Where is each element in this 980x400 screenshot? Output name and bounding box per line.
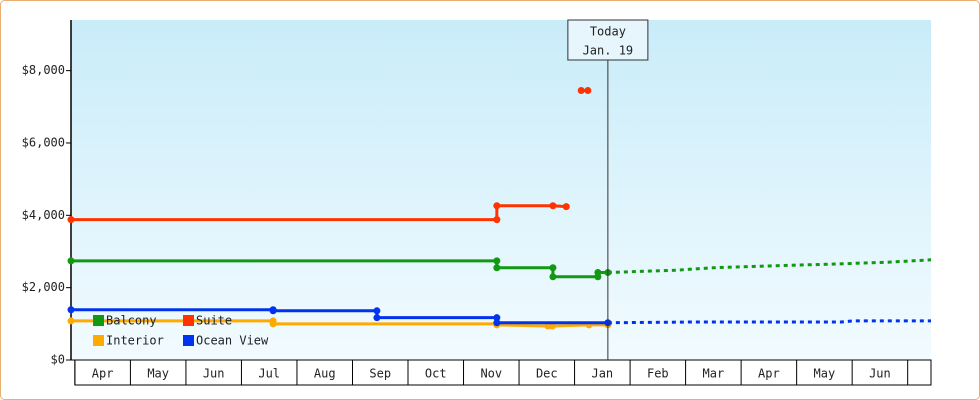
data-point bbox=[67, 216, 75, 224]
legend-label: Interior bbox=[106, 334, 164, 348]
data-point bbox=[577, 87, 585, 95]
y-tick-label: $8,000 bbox=[22, 63, 65, 77]
x-tick-label: May bbox=[147, 367, 169, 381]
legend-swatch bbox=[183, 335, 194, 346]
today-label: Jan. 19 bbox=[583, 44, 634, 58]
x-tick-label: Jul bbox=[258, 367, 280, 381]
data-point bbox=[493, 216, 501, 224]
data-point bbox=[373, 314, 381, 322]
y-tick-label: $2,000 bbox=[22, 280, 65, 294]
legend-label: Balcony bbox=[106, 314, 157, 328]
legend-swatch bbox=[183, 315, 194, 326]
data-point bbox=[594, 268, 602, 276]
projection-line bbox=[607, 258, 932, 274]
legend-label: Suite bbox=[196, 314, 232, 328]
x-tick-label: Dec bbox=[536, 367, 558, 381]
x-tick-label: Feb bbox=[647, 367, 669, 381]
legend-label: Ocean View bbox=[196, 334, 269, 348]
data-point bbox=[269, 307, 277, 315]
x-tick-label: Apr bbox=[758, 367, 780, 381]
x-tick-label: Sep bbox=[369, 367, 391, 381]
x-axis-band bbox=[74, 359, 932, 386]
x-tick-label: Oct bbox=[425, 367, 447, 381]
x-tick-label: Jun bbox=[869, 367, 891, 381]
data-point bbox=[493, 202, 501, 210]
data-point bbox=[562, 203, 570, 211]
x-tick-label: Jan bbox=[591, 367, 613, 381]
data-point bbox=[67, 257, 75, 265]
y-tick-label: $0 bbox=[51, 353, 65, 367]
data-point bbox=[548, 322, 556, 330]
x-tick-label: Apr bbox=[92, 367, 114, 381]
data-point bbox=[549, 273, 557, 281]
y-tick-label: $4,000 bbox=[22, 208, 65, 222]
data-point bbox=[549, 264, 557, 272]
data-point bbox=[493, 319, 501, 327]
x-tick-label: Aug bbox=[314, 367, 336, 381]
data-point bbox=[67, 317, 75, 325]
data-point bbox=[67, 306, 75, 314]
data-point bbox=[493, 314, 501, 322]
x-tick-label: Jun bbox=[203, 367, 225, 381]
data-point bbox=[269, 320, 277, 328]
y-tick-label: $6,000 bbox=[22, 135, 65, 149]
legend-swatch bbox=[93, 315, 104, 326]
plot-area bbox=[71, 20, 931, 360]
data-point bbox=[493, 264, 501, 272]
x-tick-label: Nov bbox=[480, 367, 502, 381]
today-box bbox=[567, 19, 649, 61]
data-point bbox=[584, 87, 592, 95]
projection-line bbox=[607, 319, 931, 325]
x-tick-label: Mar bbox=[703, 367, 725, 381]
data-point bbox=[493, 257, 501, 265]
legend-swatch bbox=[93, 335, 104, 346]
today-label: Today bbox=[590, 25, 626, 39]
data-point bbox=[373, 307, 381, 315]
x-tick-label: May bbox=[814, 367, 836, 381]
data-point bbox=[549, 202, 557, 210]
